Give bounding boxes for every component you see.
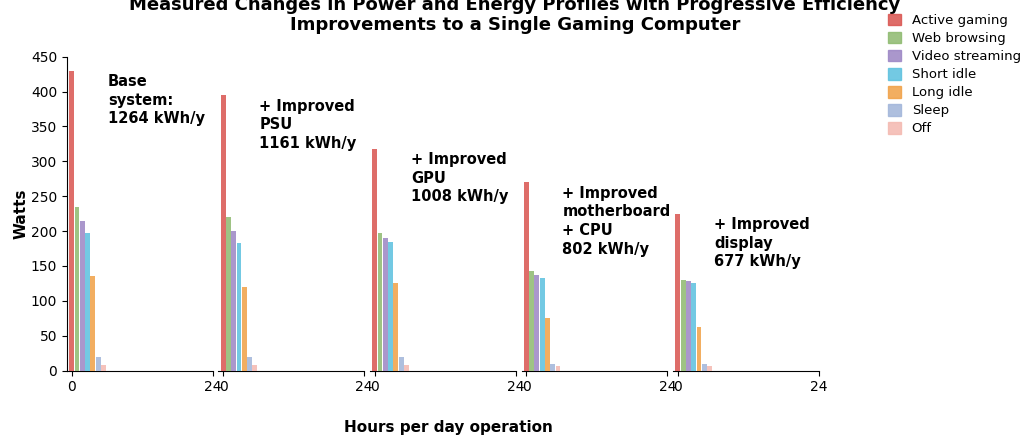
Bar bbox=[232, 231, 236, 371]
Bar bbox=[691, 283, 696, 371]
Bar bbox=[79, 221, 84, 371]
Bar bbox=[96, 357, 101, 371]
Bar bbox=[701, 364, 707, 371]
Bar bbox=[247, 357, 252, 371]
Bar bbox=[69, 71, 74, 371]
Bar bbox=[101, 365, 106, 371]
Bar bbox=[696, 327, 701, 371]
Bar bbox=[676, 214, 680, 371]
Text: + Improved
PSU
1161 kWh/y: + Improved PSU 1161 kWh/y bbox=[260, 99, 356, 151]
Bar bbox=[383, 238, 387, 371]
Y-axis label: Watts: Watts bbox=[13, 188, 28, 239]
Text: + Improved
display
677 kWh/y: + Improved display 677 kWh/y bbox=[714, 217, 810, 269]
Bar bbox=[372, 149, 377, 371]
Text: + Improved
motherboard
+ CPU
802 kWh/y: + Improved motherboard + CPU 802 kWh/y bbox=[562, 186, 671, 256]
Text: + Improved
GPU
1008 kWh/y: + Improved GPU 1008 kWh/y bbox=[411, 152, 508, 204]
Bar bbox=[388, 242, 393, 371]
Bar bbox=[550, 364, 555, 371]
Bar bbox=[252, 365, 258, 371]
Bar bbox=[545, 318, 550, 371]
Bar bbox=[91, 276, 95, 371]
Bar bbox=[686, 281, 691, 371]
Bar bbox=[85, 233, 90, 371]
Bar bbox=[535, 275, 540, 371]
Bar bbox=[74, 207, 79, 371]
Bar bbox=[242, 287, 247, 371]
Bar bbox=[226, 217, 231, 371]
Text: Hours per day operation: Hours per day operation bbox=[344, 419, 552, 435]
Bar bbox=[220, 95, 226, 371]
Bar bbox=[524, 182, 528, 371]
Bar bbox=[393, 283, 399, 371]
Bar bbox=[237, 243, 241, 371]
Bar bbox=[529, 271, 534, 371]
Bar bbox=[378, 233, 382, 371]
Bar bbox=[555, 366, 560, 371]
Text: Base
system:
1264 kWh/y: Base system: 1264 kWh/y bbox=[108, 74, 205, 126]
Bar bbox=[540, 278, 545, 371]
Bar bbox=[681, 280, 686, 371]
Bar bbox=[404, 365, 409, 371]
Bar bbox=[708, 366, 712, 371]
Legend: Active gaming, Web browsing, Video streaming, Short idle, Long idle, Sleep, Off: Active gaming, Web browsing, Video strea… bbox=[885, 11, 1024, 138]
Text: Measured Changes in Power and Energy Profiles with Progressive Efficiency
Improv: Measured Changes in Power and Energy Pro… bbox=[130, 0, 900, 34]
Bar bbox=[399, 357, 404, 371]
